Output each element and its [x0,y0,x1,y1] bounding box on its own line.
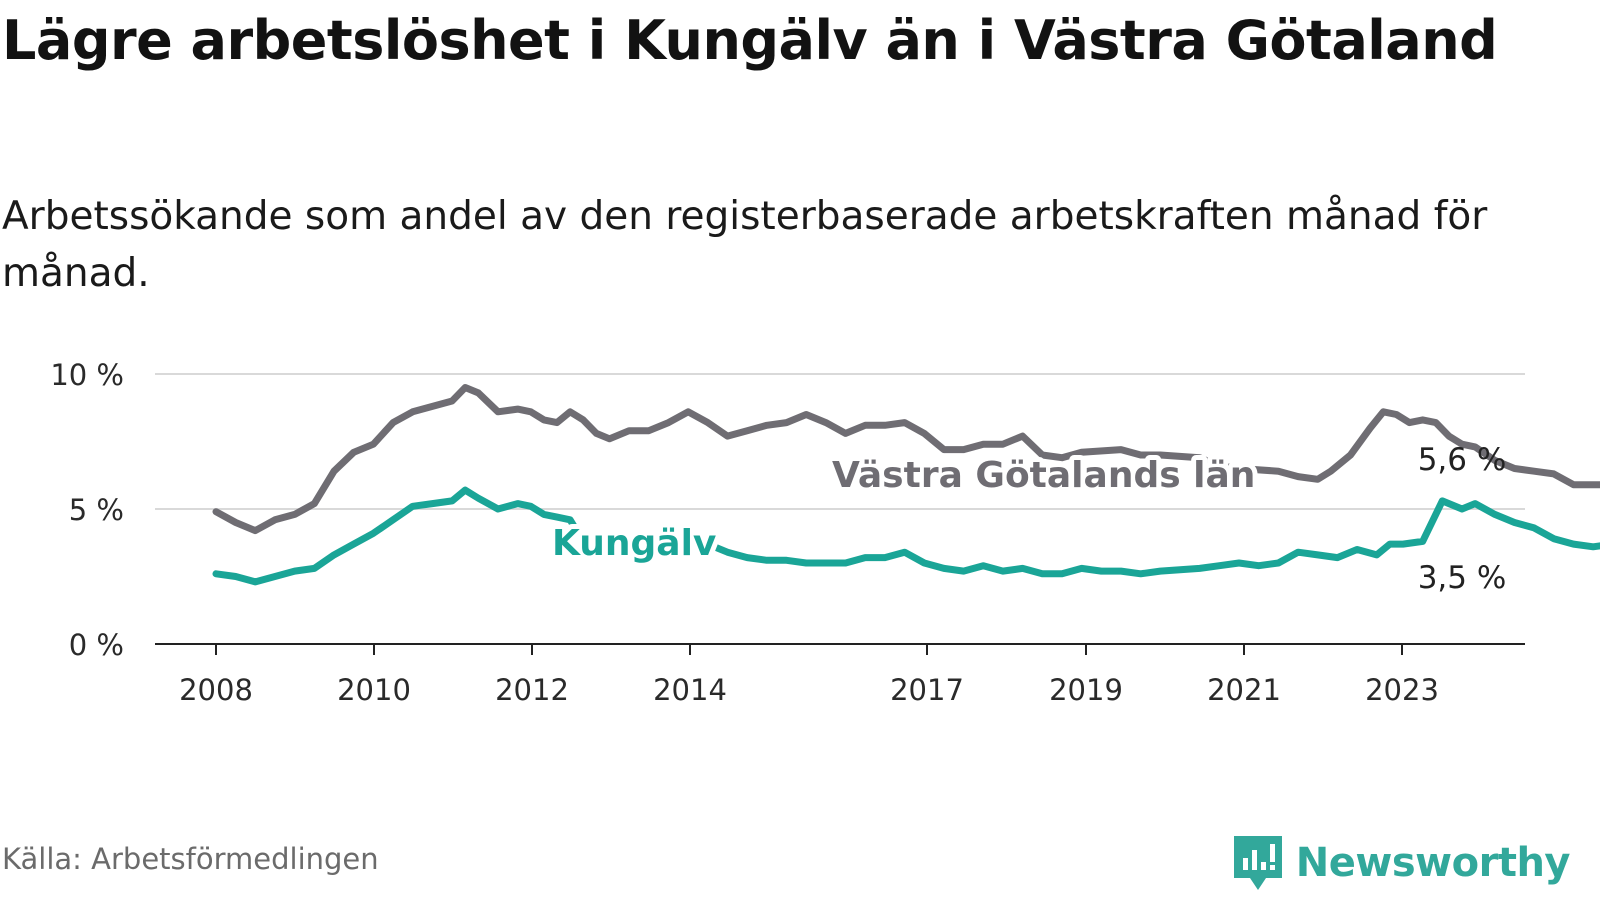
y-tick-label: 10 % [50,358,124,392]
line-chart: 10 % 5 % 0 % 2008 2010 2012 2014 2017 2019 2021 20… [50,358,1600,707]
x-tick-label: 2019 [1049,673,1123,707]
series-name-label: Kungälv [552,523,716,564]
x-tick-label: 2021 [1207,673,1281,707]
x-tick-label: 2010 [337,673,411,707]
x-tick-label: 2008 [179,673,253,707]
x-tick-label: 2014 [653,673,727,707]
x-tick-label: 2012 [495,673,569,707]
x-tick-label: 2023 [1365,673,1439,707]
y-tick-label: 5 % [69,493,124,527]
source-note: Källa: Arbetsförmedlingen [2,842,379,876]
brand-name: Newsworthy [1295,840,1571,886]
x-tick-label: 2017 [890,673,964,707]
series-name-label: Västra Götalands län [832,455,1255,496]
series-line-kungalv [212,486,1600,586]
newsworthy-logo-icon [1233,836,1282,890]
chart-subtitle: Arbetssökande som andel av den registerb… [2,194,1488,296]
series-line-vastra-gotaland [212,384,1600,535]
brand-logo: Newsworthy [1232,834,1571,892]
series-end-value-label: 3,5 % [1418,560,1507,596]
chart-title: Lägre arbetslöshet i Kungälv än i Västra… [2,9,1498,72]
series-end-value-label: 5,6 % [1418,442,1507,478]
y-tick-label: 0 % [69,628,124,662]
